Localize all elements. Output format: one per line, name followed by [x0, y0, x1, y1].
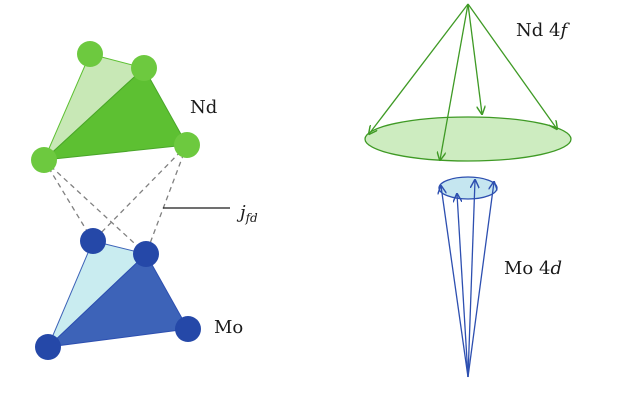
nd-label: Nd — [190, 97, 217, 118]
mo-4d-label: Mo 4d — [504, 258, 562, 279]
nd-tetrahedron — [42, 53, 188, 161]
nd-atom — [131, 55, 157, 81]
mo-atoms — [35, 228, 201, 360]
nd-4f-cone-arrows — [369, 3, 557, 160]
mo-atom — [133, 241, 159, 267]
mo-atom — [35, 334, 61, 360]
coupling-label: jfd — [236, 202, 258, 225]
nd-atom — [31, 147, 57, 173]
mo-label: Mo — [214, 317, 243, 338]
mo-4d-disk — [438, 176, 498, 200]
nd-4f-disk — [364, 116, 572, 162]
mo-atom — [80, 228, 106, 254]
mo-atom — [175, 316, 201, 342]
mo-tetrahedron — [46, 240, 189, 348]
nd-atom — [77, 41, 103, 67]
nd-4f-label: Nd 4f — [516, 20, 570, 41]
nd-front-face — [42, 67, 188, 161]
mo-front-face — [46, 253, 189, 348]
nd-atom — [174, 132, 200, 158]
coupling-dashed-lines — [43, 144, 188, 255]
mo-4d-cone-arrows — [441, 180, 494, 378]
nd-atoms — [31, 41, 200, 173]
